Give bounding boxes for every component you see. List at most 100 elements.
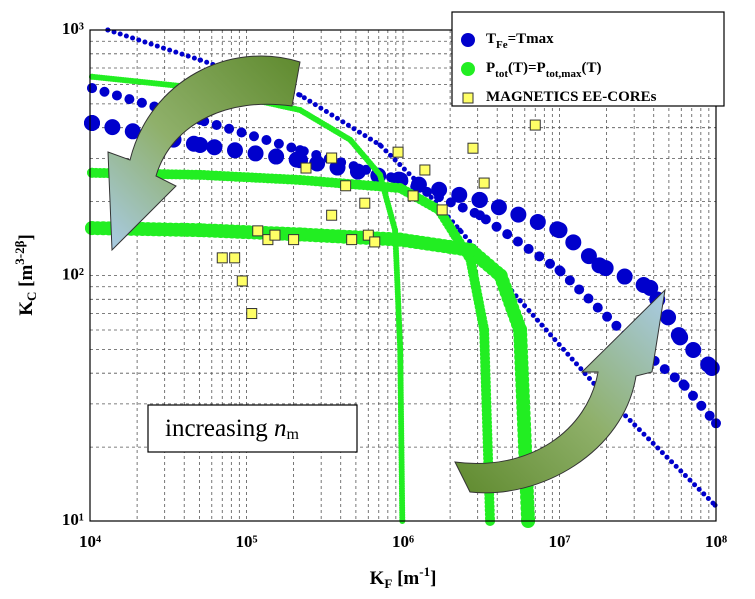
point <box>195 169 206 180</box>
point <box>517 298 523 304</box>
point <box>300 162 312 174</box>
point <box>85 221 100 236</box>
legend-marker <box>461 33 475 47</box>
point <box>474 210 485 221</box>
plot-frame <box>89 29 717 522</box>
point <box>471 192 488 209</box>
point <box>479 324 490 335</box>
point <box>369 236 381 248</box>
y-label-sub: C <box>24 292 39 301</box>
point <box>362 229 374 241</box>
legend-label-part: =Tmax <box>508 31 555 47</box>
y-tick-label: 10³ <box>62 19 84 38</box>
point <box>393 232 408 247</box>
point <box>297 92 303 98</box>
x-label-part: ] <box>430 568 436 589</box>
curve <box>84 115 720 376</box>
point <box>513 322 528 337</box>
point <box>642 279 659 296</box>
point <box>478 177 490 189</box>
arrow <box>454 288 666 494</box>
point <box>392 227 399 234</box>
curve <box>87 167 496 526</box>
point <box>192 137 209 154</box>
point <box>269 229 281 241</box>
point <box>703 359 720 376</box>
legend-label-sub: Fe <box>496 39 508 51</box>
x-tick-label: 10⁴ <box>79 532 101 551</box>
point <box>395 183 406 194</box>
y-label-part: [m <box>16 265 37 292</box>
legend-label: MAGNETICS EE-COREs <box>486 89 657 105</box>
point <box>551 222 568 239</box>
curve <box>87 83 721 429</box>
legend-label-part: (T)=P <box>508 60 546 76</box>
legend-marker <box>462 92 474 104</box>
y-label-part: ] <box>16 234 37 240</box>
arrow <box>107 55 301 252</box>
legend-label-part: P <box>486 60 495 76</box>
point <box>457 227 463 233</box>
legend-label-part: MAGNETICS EE-COREs <box>486 89 657 105</box>
point <box>340 180 352 192</box>
x-tick-label: 10⁶ <box>392 532 414 551</box>
point <box>554 265 565 276</box>
y-tick-label: 10¹ <box>62 510 84 529</box>
point <box>246 308 258 320</box>
legend-label: TFe=Tmax <box>486 31 554 50</box>
x-label-part: [m <box>392 568 419 589</box>
point <box>87 83 98 94</box>
x-tick-label: 10⁷ <box>548 532 570 551</box>
legend-marker <box>461 62 475 76</box>
point <box>377 171 384 178</box>
point <box>436 204 448 216</box>
y-tick-label: 10² <box>62 264 84 283</box>
point <box>288 234 300 246</box>
point <box>193 223 208 238</box>
x-axis-label: KF [m-1] <box>370 564 437 591</box>
x-tick-label: 10⁵ <box>235 532 257 551</box>
point <box>359 197 371 209</box>
point <box>295 174 306 185</box>
annotation-symbol: n <box>274 415 287 442</box>
legend-label-sub: tot <box>495 68 508 80</box>
point <box>236 275 248 287</box>
point <box>347 136 354 143</box>
x-label-sub: F <box>384 576 392 591</box>
y-axis-label: KC [m3-2β] <box>12 234 39 316</box>
legend-label-part: T <box>486 31 496 47</box>
legend-label-part: (T) <box>581 60 601 76</box>
x-tick-label: 10⁸ <box>705 532 727 551</box>
point <box>529 119 541 131</box>
point <box>297 107 304 114</box>
point <box>252 225 264 237</box>
point <box>197 57 203 63</box>
point <box>467 142 479 154</box>
annotation-text: increasing <box>165 415 274 442</box>
plot-marks <box>84 27 721 528</box>
point <box>712 502 718 508</box>
point <box>377 142 383 148</box>
y-label-sup: 3-2β <box>12 240 27 264</box>
x-label-sup: -1 <box>419 564 430 579</box>
point <box>493 268 508 283</box>
x-label-part: K <box>370 568 385 589</box>
point <box>84 115 101 132</box>
point <box>392 146 404 158</box>
legend-box <box>451 11 725 107</box>
annotation: increasing nm <box>165 415 299 443</box>
point <box>216 252 228 264</box>
point <box>672 329 689 346</box>
point <box>678 379 689 390</box>
legend: TFe=Tmax Ptot(T)=Ptot,max(T) MAGNETICS EE-… <box>451 11 725 107</box>
y-label-part: K <box>16 301 37 316</box>
annotation-subscript: m <box>286 426 299 443</box>
annotation-box <box>147 404 358 453</box>
point <box>397 346 404 353</box>
curve <box>85 221 536 528</box>
point <box>346 234 358 246</box>
point <box>419 164 431 176</box>
point <box>326 152 338 164</box>
point <box>407 190 419 202</box>
